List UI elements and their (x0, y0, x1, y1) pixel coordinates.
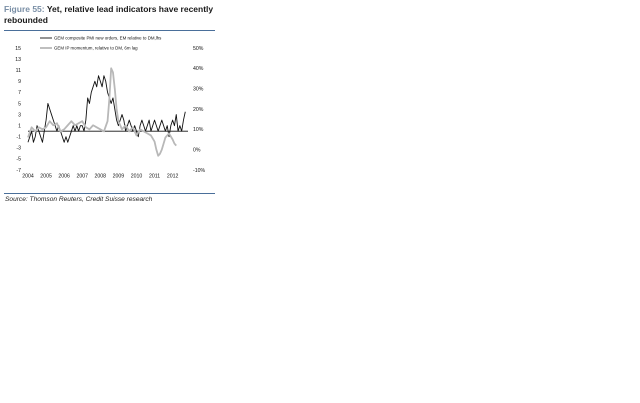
y-left-tick-label: 15 (15, 46, 21, 52)
axes-layer: 15 13 11 9 7 5 3 1 -1 -3 -5 -7 50% 40% 30% 20% 10% 0% -10%… (15, 46, 205, 180)
legend: GEM composite PMI new orders, EM relativ… (40, 36, 162, 51)
top-rule (4, 30, 215, 31)
x-tick-label: 2010 (131, 174, 143, 180)
y-left-tick-label: 9 (18, 79, 21, 85)
y-left-tick-label: -7 (16, 168, 21, 174)
y-left-tick-label: 3 (18, 112, 21, 118)
x-tick-label: 2004 (22, 174, 34, 180)
y-right-tick-label: -10% (193, 168, 205, 174)
figure-title-text: Yet, relative lead indicators have recen… (4, 4, 214, 25)
legend-label-1: GEM composite PMI new orders, EM relativ… (54, 36, 162, 41)
y-left-tick-label: 1 (18, 123, 21, 129)
figure-label: Figure 55: (4, 4, 45, 14)
x-tick-label: 2012 (167, 174, 179, 180)
y-left-tick-label: 7 (18, 90, 21, 96)
y-left-tick-label: 13 (15, 57, 21, 63)
x-tick-label: 2007 (76, 174, 88, 180)
x-tick-label: 2005 (40, 174, 52, 180)
y-right-tick-label: 40% (193, 66, 204, 72)
bottom-rule (4, 193, 215, 194)
legend-label-2: GEM IP momentum, relative to DM, 6m lag (54, 46, 138, 51)
figure-title: Figure 55: Yet, relative lead indicators… (4, 4, 216, 26)
y-left-tick-label: -3 (16, 146, 21, 152)
x-tick-label: 2011 (149, 174, 160, 180)
y-left-tick-label: -5 (16, 157, 21, 163)
x-tick-label: 2006 (58, 174, 70, 180)
y-left-tick-label: 11 (16, 68, 21, 74)
y-left-tick-label: -1 (16, 135, 21, 141)
source-note: Source: Thomson Reuters, Credit Suisse r… (5, 196, 153, 203)
series-layer (27, 67, 186, 157)
y-right-tick-label: 0% (193, 147, 201, 153)
x-tick-label: 2008 (95, 174, 107, 180)
y-right-tick-label: 10% (193, 127, 204, 133)
y-right-tick-label: 20% (193, 107, 204, 113)
series-line-1 (27, 75, 186, 143)
x-tick-label: 2009 (113, 174, 125, 180)
figure-header: Figure 55: Yet, relative lead indicators… (4, 4, 216, 26)
y-left-tick-label: 5 (18, 101, 21, 107)
y-right-tick-label: 50% (193, 46, 204, 52)
series-line-2 (27, 67, 177, 157)
y-right-tick-label: 30% (193, 86, 204, 92)
